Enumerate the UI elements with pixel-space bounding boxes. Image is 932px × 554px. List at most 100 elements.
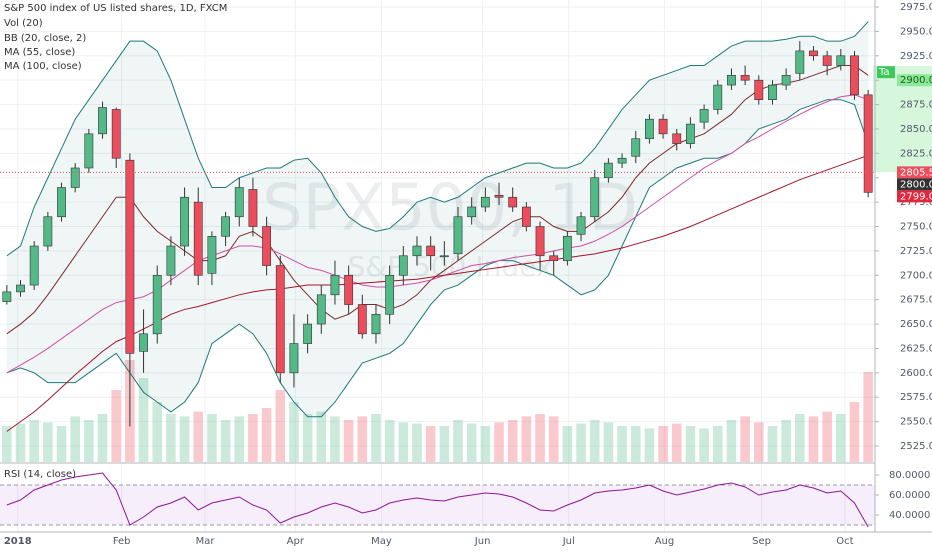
candle-body [29, 245, 39, 286]
volume-bar [466, 423, 477, 462]
candle-body [617, 157, 627, 164]
volume-bar [439, 426, 450, 462]
volume-bar [535, 414, 545, 462]
candle-body [822, 55, 832, 66]
y-tick-label: 2925.0 [900, 51, 932, 62]
y-tick-label: 2600.0 [900, 368, 932, 379]
legend-item: Vol (20) [4, 18, 43, 29]
price-tag-label: 2900.0 [900, 75, 932, 86]
volume-bar [207, 414, 217, 462]
volume-bar [617, 426, 627, 462]
candle-body [863, 94, 873, 193]
candle-body [248, 189, 258, 227]
candle-body [850, 55, 859, 96]
volume-bar [357, 416, 368, 462]
volume-bar [754, 422, 764, 462]
volume-bar [644, 428, 655, 462]
indicator-line [6, 65, 869, 335]
y-tick-label: 2550.0 [900, 417, 932, 428]
candle-body [426, 245, 436, 257]
candle-body [357, 304, 367, 335]
candle-body [193, 201, 203, 276]
volume-bar [29, 420, 39, 462]
y-tick-label: 60.0000 [889, 490, 930, 501]
x-tick-label: Jul [562, 536, 575, 547]
volume-bar [562, 426, 573, 462]
volume-bar [494, 422, 504, 462]
volume-bar [220, 420, 231, 462]
volume-bar [330, 416, 340, 462]
candle-body [453, 216, 463, 255]
volume-bar [822, 411, 832, 462]
volume-bar [193, 411, 204, 462]
volume-bar [179, 416, 190, 462]
volume-bar [521, 416, 532, 462]
candle-body [98, 107, 107, 135]
volume-bar [863, 372, 873, 462]
volume-bar [507, 420, 518, 462]
y-tick-label: 40.0000 [889, 510, 930, 521]
x-tick-label: Oct [836, 536, 853, 547]
y-tick-label: 2775.0 [900, 197, 932, 208]
price-tag-label: 2799.0 [900, 191, 932, 202]
volume-bar [234, 416, 245, 462]
candle-body [221, 216, 230, 237]
candle-body [275, 265, 285, 374]
candle-body [521, 206, 531, 227]
y-tick-label: 2750.0 [900, 222, 932, 233]
volume-bar [712, 426, 723, 462]
volume-bar [84, 420, 94, 462]
y-tick-label: 2525.0 [900, 441, 932, 452]
volume-bar [302, 414, 313, 462]
x-tick-label: Apr [287, 536, 305, 547]
volume-bar [685, 426, 696, 462]
candle-body [330, 274, 340, 296]
volume-bar [425, 426, 436, 462]
candle-body [70, 167, 80, 188]
candle-body [713, 84, 723, 110]
volume-bar [412, 423, 422, 462]
y-tick-label: 2700.0 [900, 270, 932, 281]
chart-title: S&P 500 index of US listed shares, 1D, F… [4, 3, 227, 14]
volume-bar [699, 428, 709, 462]
axes: 2018 Feb Mar Apr May Jun Jul Aug Sep Oct 2525.0 255… [4, 2, 932, 547]
rsi-line [6, 472, 869, 528]
candle-body [768, 84, 777, 100]
price-tag [897, 166, 932, 179]
candle-body [316, 294, 326, 325]
volume-bar [658, 426, 668, 462]
candle-body [576, 216, 586, 235]
candle-body [740, 75, 750, 81]
volume-bar [138, 378, 149, 462]
x-tick-label: Feb [113, 536, 131, 547]
indicator-line [6, 94, 869, 374]
candle-body [836, 55, 846, 66]
y-tick-label: 2575.0 [900, 392, 932, 403]
volume-bar [289, 402, 299, 462]
candle-body [207, 235, 217, 274]
target-tag-label: Ta [878, 67, 890, 78]
price-tag [897, 178, 932, 191]
candle-body [289, 343, 299, 374]
volume-bar [15, 423, 26, 462]
volume-bar [671, 423, 682, 462]
volume-bar [97, 414, 108, 462]
x-tick-label: Sep [752, 536, 771, 547]
candle-body [262, 226, 272, 266]
volume-bar [630, 426, 641, 462]
candle-body [686, 123, 695, 144]
candle-body [439, 255, 449, 258]
volume-bar [152, 402, 163, 462]
candle-body [754, 79, 764, 100]
candle-body [152, 274, 162, 335]
candle-body [562, 235, 572, 261]
volume-bar [261, 408, 272, 462]
y-tick-label: 2650.0 [900, 319, 932, 330]
candle-body [781, 75, 791, 86]
volume-bar [70, 416, 80, 462]
plot [0, 21, 875, 528]
candle-body [590, 177, 600, 218]
candle-body [2, 291, 12, 302]
volume-bar [767, 426, 778, 462]
